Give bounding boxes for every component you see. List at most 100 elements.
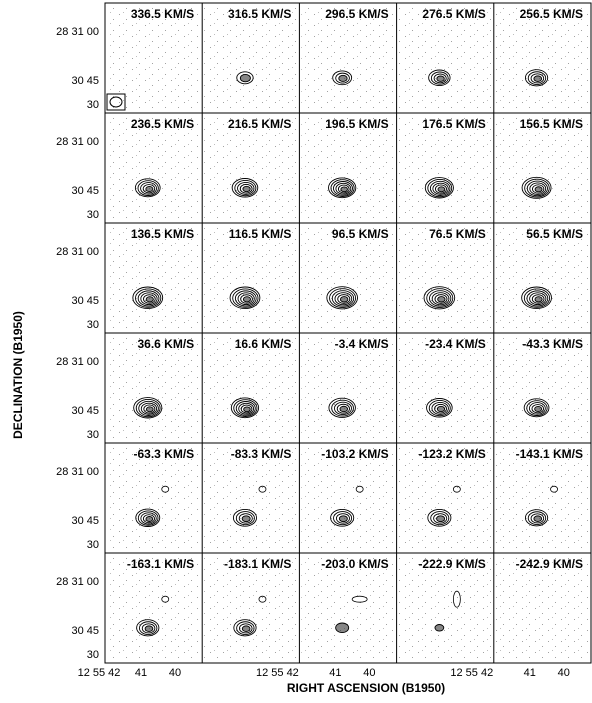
y-tick-label: 30 [87, 209, 99, 221]
velocity-label: 196.5 KM/S [325, 117, 388, 131]
emission-contour [521, 286, 552, 310]
emission-contour [237, 292, 255, 306]
noise-texture [204, 555, 298, 661]
channel-panel: 236.5 KM/S [107, 115, 201, 221]
velocity-label: 276.5 KM/S [422, 7, 485, 21]
beam-marker [106, 93, 126, 111]
velocity-label: -203.0 KM/S [321, 557, 388, 571]
emission-contour [134, 178, 161, 198]
emission-contour [533, 75, 543, 82]
emission-contour [239, 623, 253, 634]
channel-panel: -242.9 KM/S [495, 555, 589, 661]
emission-contour [333, 511, 353, 526]
emission-contour [431, 401, 449, 415]
channel-panel: -83.3 KM/S [204, 445, 298, 551]
channel-panel: 336.5 KM/S [107, 5, 201, 111]
velocity-label: 116.5 KM/S [229, 227, 292, 241]
x-tick-label: 41 [135, 667, 147, 679]
noise-texture [495, 445, 589, 551]
channel-panel: -163.1 KM/S [107, 555, 201, 661]
noise-texture [204, 5, 298, 111]
noise-texture [398, 225, 492, 331]
emission-contour [334, 292, 353, 306]
channel-panel: 36.6 KM/S [107, 335, 201, 441]
emission-contour [232, 288, 259, 308]
emission-contour [434, 624, 445, 632]
emission-contour [132, 286, 164, 310]
noise-texture [301, 445, 395, 551]
channel-panel: 16.6 KM/S [204, 335, 298, 441]
channel-panel: -23.4 KM/S [398, 335, 492, 441]
emission-contour [135, 288, 162, 308]
channel-panel: 256.5 KM/S [495, 5, 589, 111]
emission-contour [137, 290, 160, 307]
noise-texture [398, 445, 492, 551]
emission-contour [240, 294, 253, 304]
y-tick-labels: 28 31 00 30 45 30 28 31 00 30 45 30 28 31 00 30… [56, 26, 99, 661]
noise-texture [107, 555, 201, 661]
emission-contour [430, 71, 449, 85]
noise-texture [301, 335, 395, 441]
emission-contour [135, 508, 161, 527]
emission-contour [526, 180, 548, 197]
noise-texture [204, 335, 298, 441]
y-tick-label: 30 45 [71, 625, 99, 637]
emission-contour [140, 402, 158, 415]
emission-contour [423, 286, 456, 310]
y-tick-label: 30 [87, 99, 99, 111]
emission-contour [141, 623, 156, 634]
emission-contour [337, 184, 350, 194]
emission-contour [144, 625, 154, 632]
emission-contour [426, 288, 454, 308]
emission-contour [437, 186, 446, 193]
emission-contour [328, 177, 357, 199]
channel-panel: 296.5 KM/S [301, 5, 395, 111]
channel-panel: -103.2 KM/S [301, 445, 395, 551]
emission-contour [526, 290, 549, 307]
velocity-label: 316.5 KM/S [228, 7, 291, 21]
velocity-label: 256.5 KM/S [520, 7, 583, 21]
emission-contour [432, 182, 449, 195]
emission-contour [332, 181, 353, 196]
emission-contour [334, 401, 352, 416]
velocity-label: 216.5 KM/S [228, 117, 291, 131]
x-tick-label: 12 55 42 [78, 667, 121, 679]
emission-contour [338, 74, 348, 82]
outlier-contour [161, 485, 170, 493]
channel-panel: -203.0 KM/S [301, 555, 395, 661]
noise-texture [495, 335, 589, 441]
velocity-label: -23.4 KM/S [425, 337, 486, 351]
x-tick-label: 12 55 42 [450, 667, 493, 679]
emission-contour [335, 622, 350, 634]
emission-contour [533, 515, 543, 522]
emission-contour [330, 179, 355, 197]
emission-contour [335, 72, 350, 84]
velocity-label: 16.6 KM/S [235, 337, 292, 351]
noise-texture [495, 5, 589, 111]
outlier-contour [161, 595, 170, 603]
emission-contour [242, 296, 252, 303]
velocity-label: -83.3 KM/S [231, 447, 292, 461]
emission-contour [434, 184, 447, 194]
y-tick-label: 28 31 00 [56, 136, 99, 148]
emission-contour [137, 510, 159, 526]
noise-texture [301, 555, 395, 661]
velocity-label: 176.5 KM/S [422, 117, 485, 131]
channel-panel: 196.5 KM/S [301, 115, 395, 221]
noise-texture [204, 225, 298, 331]
emission-contour [234, 290, 257, 307]
emission-contour [529, 292, 547, 306]
velocity-label: -3.4 KM/S [335, 337, 389, 351]
x-tick-label: 12 55 42 [256, 667, 299, 679]
velocity-label: -103.2 KM/S [321, 447, 388, 461]
emission-contour [233, 619, 257, 637]
channel-panel: 76.5 KM/S [398, 225, 492, 331]
emission-contour [521, 176, 552, 199]
emission-contour [332, 70, 353, 86]
emission-contour [140, 512, 157, 525]
velocity-label: 136.5 KM/S [131, 227, 194, 241]
channel-panel: -183.1 KM/S [204, 555, 298, 661]
noise-texture [398, 5, 492, 111]
y-tick-label: 30 45 [71, 515, 99, 527]
emission-contour [338, 515, 348, 523]
